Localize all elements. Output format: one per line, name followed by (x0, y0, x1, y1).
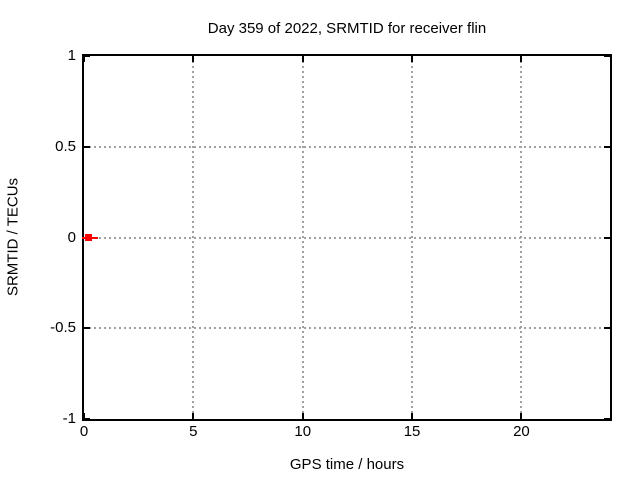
x-tick-mark (301, 413, 304, 419)
horizontal-gridline (84, 236, 610, 239)
x-tick-mark (192, 413, 195, 419)
chart-title: Day 359 of 2022, SRMTID for receiver fli… (207, 20, 487, 37)
y-tick-label: 0 (67, 228, 76, 246)
y-tick-mark (84, 55, 90, 57)
x-tick-mark (411, 413, 414, 419)
y-tick-label: 0.5 (55, 137, 76, 155)
y-tick-mark-mirror (604, 327, 610, 330)
x-tick-mark-mirror (192, 56, 195, 62)
y-axis-label: SRMTID / TECUs (4, 177, 22, 297)
x-tick-mark-mirror (83, 56, 85, 62)
y-tick-label: 1 (67, 47, 76, 64)
y-tick-mark-mirror (604, 145, 610, 148)
x-tick-mark (83, 413, 85, 419)
y-tick-label: -0.5 (50, 319, 76, 337)
horizontal-gridline (84, 327, 610, 330)
x-tick-mark (520, 413, 523, 419)
x-axis-label: GPS time / hours (289, 456, 405, 473)
y-tick-mark-mirror (604, 236, 610, 239)
plot-area (82, 54, 612, 421)
x-tick-mark-mirror (411, 56, 414, 62)
y-tick-mark-mirror (604, 418, 610, 420)
x-tick-label: 15 (403, 423, 421, 440)
x-tick-label: 20 (513, 423, 530, 440)
x-tick-mark-mirror (301, 56, 304, 62)
y-tick-label: -1 (62, 410, 76, 427)
y-tick-mark (84, 145, 90, 148)
y-tick-mark (84, 327, 90, 330)
x-tick-mark-mirror (520, 56, 523, 62)
x-tick-label: 5 (189, 423, 198, 440)
x-tick-label: 0 (79, 423, 89, 440)
y-tick-mark (84, 418, 90, 420)
data-point-marker (84, 234, 92, 241)
y-tick-mark-mirror (604, 55, 610, 57)
x-tick-label: 10 (294, 423, 312, 440)
horizontal-gridline (84, 145, 610, 148)
